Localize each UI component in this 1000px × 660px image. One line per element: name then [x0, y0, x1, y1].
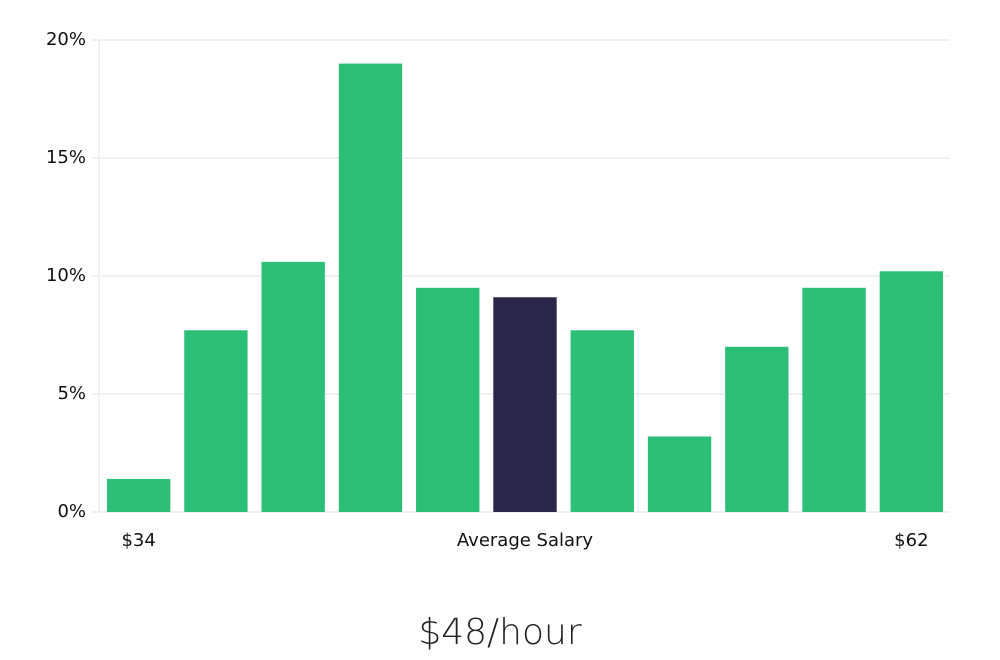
- bar: [493, 297, 557, 512]
- bar: [261, 261, 325, 512]
- y-tick-label: 20%: [46, 29, 86, 50]
- bar: [416, 287, 480, 512]
- y-tick-label: 10%: [46, 265, 86, 286]
- y-tick-label: 15%: [46, 147, 86, 168]
- bar: [879, 271, 944, 512]
- y-tick-label: 0%: [57, 501, 86, 522]
- bar: [802, 287, 866, 512]
- x-tick-label: Average Salary: [457, 530, 594, 551]
- bar: [106, 478, 171, 512]
- bar: [570, 330, 634, 512]
- average-salary-value: $48/hour: [418, 612, 582, 653]
- x-tick-label: $34: [121, 530, 155, 551]
- bar: [725, 346, 789, 512]
- x-tick-label: $62: [894, 530, 928, 551]
- bar: [647, 436, 712, 512]
- bar: [184, 330, 248, 512]
- y-tick-label: 5%: [57, 383, 86, 404]
- bar: [338, 63, 403, 512]
